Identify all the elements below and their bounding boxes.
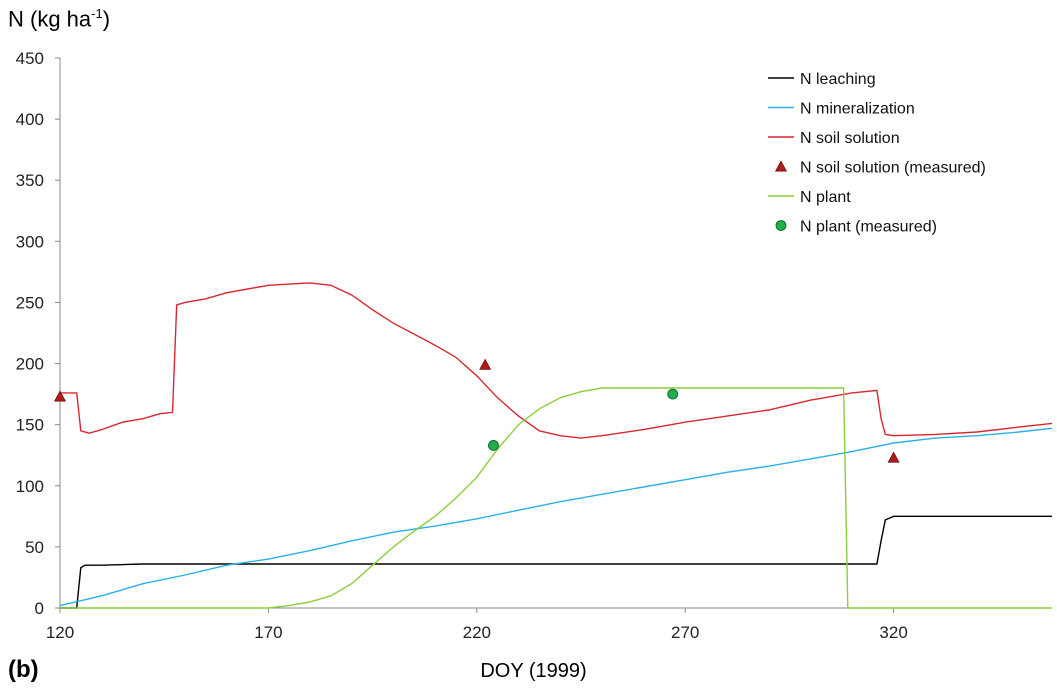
legend-swatch-n-soil-solution-measured xyxy=(774,160,788,172)
y-tick-label: 450 xyxy=(16,49,44,68)
y-tick-label: 100 xyxy=(16,477,44,496)
series-line-n-plant xyxy=(60,387,1052,609)
x-tick-label: 320 xyxy=(879,623,907,642)
series-group xyxy=(53,282,1053,609)
legend-label-n-soil-solution-measured: N soil solution (measured) xyxy=(800,160,986,177)
y-tick-label: 50 xyxy=(25,538,44,557)
x-tick-label: 120 xyxy=(46,623,74,642)
series-line-n-soil-solution xyxy=(60,282,1053,439)
legend-label-n-plant: N plant xyxy=(800,189,851,206)
x-tick-label: 220 xyxy=(463,623,491,642)
legend-label-n-plant-measured: N plant (measured) xyxy=(800,219,937,236)
legend-label-n-mineralization: N mineralization xyxy=(800,101,915,118)
y-tick-label: 150 xyxy=(16,416,44,435)
y-tick-label: 200 xyxy=(16,355,44,374)
legend-swatch-n-plant-measured xyxy=(775,220,787,231)
x-tick-label: 170 xyxy=(254,623,282,642)
y-axis-title: N (kg ha-1) xyxy=(8,6,110,32)
legend: N leaching N mineralization N soil solutio… xyxy=(768,71,986,236)
data-point-n-soil-solution-measured xyxy=(887,451,900,463)
x-tick-label: 270 xyxy=(671,623,699,642)
y-axis-title-exponent: -1 xyxy=(91,6,103,21)
series-line-n-mineralization xyxy=(59,427,1053,607)
y-tick-label: 300 xyxy=(16,232,44,251)
y-axis-title-suffix: ) xyxy=(102,6,111,32)
series-line-n-leaching xyxy=(60,515,1052,609)
y-tick-label: 0 xyxy=(35,599,44,618)
y-tick-label: 400 xyxy=(16,110,44,129)
data-point-n-plant-measured xyxy=(667,388,679,400)
y-tick-label: 250 xyxy=(16,293,44,312)
panel-label: (b) xyxy=(8,656,39,683)
y-axis-title-prefix: N (kg ha xyxy=(8,6,92,32)
legend-label-n-soil-solution: N soil solution xyxy=(800,130,900,147)
data-point-n-plant-measured xyxy=(488,440,499,451)
legend-label-n-leaching: N leaching xyxy=(800,71,876,88)
data-point-n-soil-solution-measured xyxy=(479,358,492,370)
x-axis-title: DOY (1999) xyxy=(480,660,587,682)
y-tick-label: 350 xyxy=(16,171,44,190)
data-point-n-soil-solution-measured xyxy=(53,390,67,402)
